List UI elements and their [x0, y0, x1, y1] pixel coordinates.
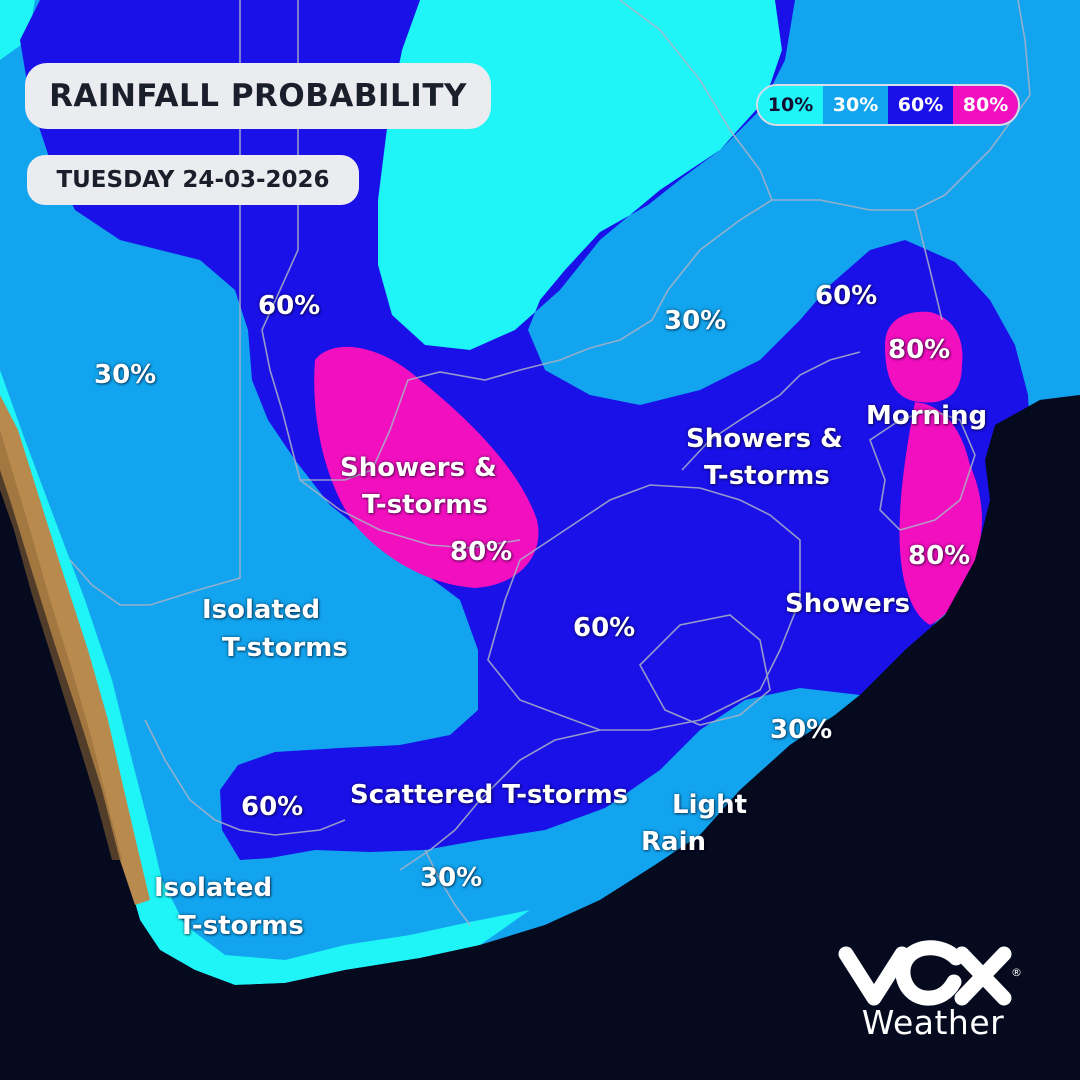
probability-legend: 10% 30% 60% 80%: [756, 84, 1020, 126]
label-isolated-west-line2: T-storms: [222, 633, 348, 663]
forecast-date: TUESDAY 24-03-2026: [27, 155, 359, 205]
label-west-30: 30%: [94, 360, 157, 390]
legend-item-80: 80%: [953, 86, 1018, 124]
band-80-northeast: [885, 311, 963, 403]
ocean-east: [0, 395, 1080, 1080]
label-central-showers-line2: T-storms: [704, 461, 830, 491]
label-morning: Morning: [866, 401, 988, 431]
label-scattered-tstorms: Scattered T-storms: [350, 780, 629, 810]
coastal-land: [0, 395, 150, 905]
label-northeast-60: 60%: [815, 281, 878, 311]
registered-mark: ®: [1011, 966, 1022, 979]
label-light-rain-line2: Rain: [641, 827, 706, 857]
legend-item-10: 10%: [758, 86, 823, 124]
map-title: RAINFALL PROBABILITY: [25, 63, 491, 129]
label-central-60: 60%: [573, 613, 636, 643]
label-central-showers-line1: Showers &: [686, 424, 843, 454]
band-10-northwest: [0, 0, 35, 60]
label-light-rain-line1: Light: [672, 790, 748, 820]
label-isolated-south-line1: Isolated: [154, 873, 273, 903]
label-northwest-80: 80%: [450, 537, 513, 567]
label-southwest-60: 60%: [241, 792, 304, 822]
label-isolated-south-line2: T-storms: [178, 911, 304, 941]
label-showers: Showers: [785, 589, 911, 619]
band-80-east: [899, 402, 982, 625]
label-west-60: 60%: [258, 291, 321, 321]
label-southeast-30: 30%: [770, 715, 833, 745]
legend-item-60: 60%: [888, 86, 953, 124]
label-northwest-showers-line1: Showers &: [340, 453, 497, 483]
coastal-land-shade: [0, 430, 122, 860]
label-northeast-80: 80%: [888, 335, 951, 365]
legend-item-30: 30%: [823, 86, 888, 124]
country-borders: [69, 0, 1031, 926]
label-north-30: 30%: [664, 306, 727, 336]
label-east-80: 80%: [908, 541, 971, 571]
band-60-main: [20, 0, 1030, 860]
brand-name: Weather: [861, 1003, 1005, 1042]
vox-logo-icon: [838, 940, 1012, 1006]
label-south-30: 30%: [420, 863, 483, 893]
label-isolated-west-line1: Isolated: [202, 595, 321, 625]
label-northwest-showers-line2: T-storms: [362, 490, 488, 520]
band-80-northwest: [314, 346, 539, 588]
